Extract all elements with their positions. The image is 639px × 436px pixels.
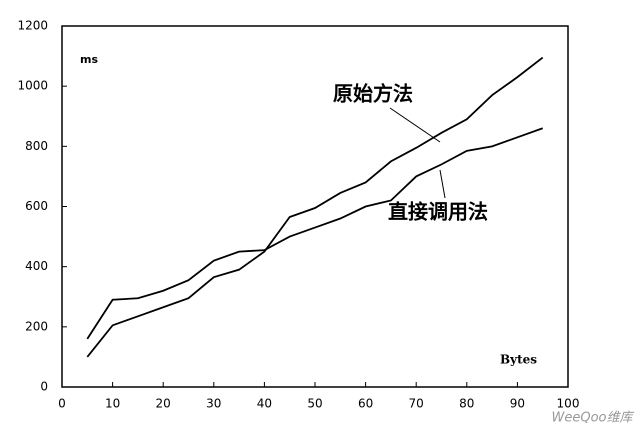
x-tick-label: 80	[459, 397, 474, 411]
y-tick-label: 1200	[17, 19, 48, 33]
x-tick-label: 100	[557, 397, 580, 411]
plot-frame	[61, 25, 569, 388]
x-tick-label: 0	[58, 397, 66, 411]
y-tick-label: 600	[25, 199, 48, 213]
y-tick-label: 0	[40, 380, 48, 394]
series-line	[86, 127, 544, 340]
y-unit-label: ms	[80, 53, 98, 66]
x-tick-label: 90	[510, 397, 525, 411]
x-unit-label: Bytes	[500, 353, 537, 367]
y-tick-label: 1000	[17, 79, 48, 93]
x-tick-label: 40	[257, 397, 272, 411]
x-tick-label: 60	[358, 397, 373, 411]
x-tick-label: 30	[206, 397, 221, 411]
y-tick-label: 800	[25, 139, 48, 153]
watermark: WeeQoo维库	[552, 411, 635, 426]
y-tick-label: 400	[25, 259, 48, 273]
x-tick-label: 20	[156, 397, 171, 411]
series-annotation: 直接调用法	[388, 200, 488, 224]
series-line	[86, 56, 544, 358]
x-tick-label: 10	[105, 397, 120, 411]
x-tick-label: 70	[409, 397, 424, 411]
x-tick-label: 50	[307, 397, 322, 411]
annotation-leader	[389, 107, 441, 143]
series-annotation: 原始方法	[333, 82, 413, 106]
annotation-leader	[439, 169, 446, 199]
y-tick-label: 200	[25, 319, 48, 333]
